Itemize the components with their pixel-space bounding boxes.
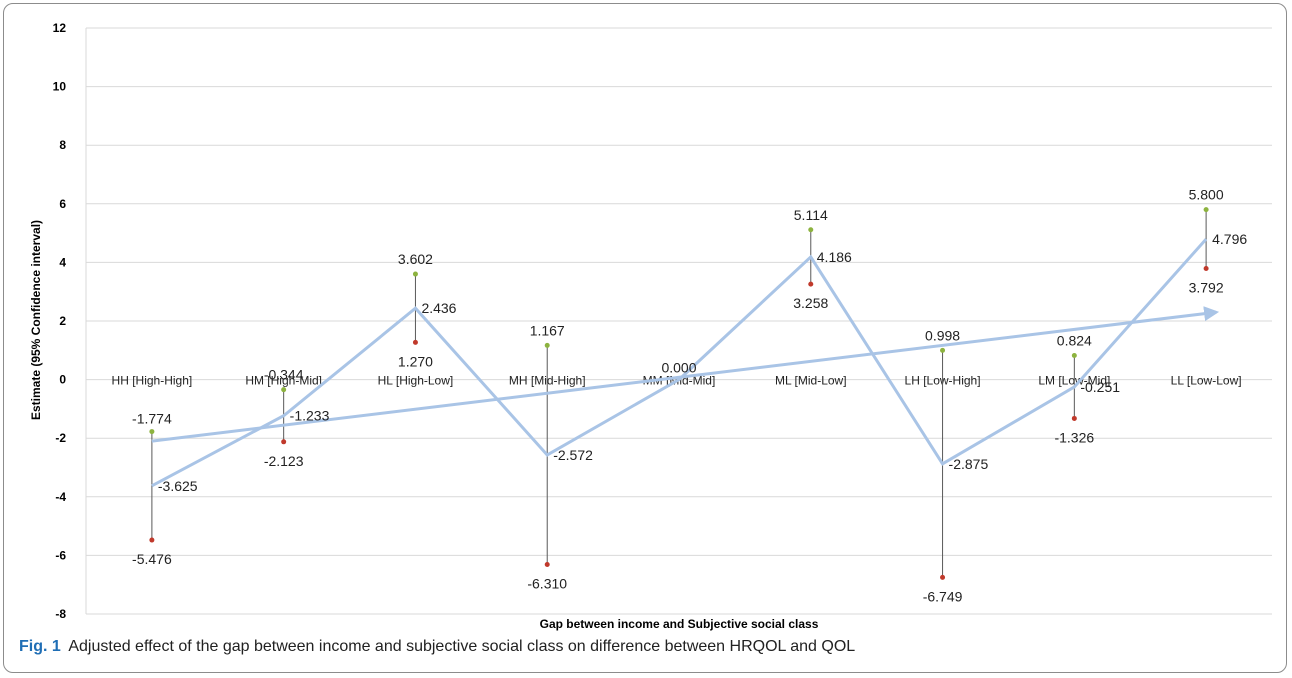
y-axis-label: Estimate (95% Confidence interval): [29, 220, 43, 420]
lower-ci-label: -1.326: [1054, 429, 1094, 445]
upper-ci-label: -0.344: [264, 367, 304, 383]
upper-ci-marker: [808, 227, 814, 233]
data-labels: -1.774 -5.476 -3.625 -0.344 -2.123 -1.233 3.60…: [132, 187, 1247, 605]
figure-frame: [3, 3, 1287, 673]
estimate-label: -1.233: [290, 408, 330, 424]
lower-ci-marker: [412, 339, 418, 345]
y-tick-label: 8: [59, 138, 66, 152]
y-tick-labels: 12 10 8 6 4 2 0 -2 -4 -6 -8: [53, 21, 67, 621]
lower-ci-label: -2.123: [264, 453, 304, 469]
upper-ci-marker: [412, 271, 418, 277]
estimate-lines: [151, 238, 1220, 488]
category-label: ML [Mid-Low]: [775, 374, 847, 388]
trend-arrow: [151, 306, 1220, 443]
upper-ci-marker: [544, 342, 550, 348]
category-label: LL [Low-Low]: [1171, 374, 1242, 388]
lower-ci-marker: [940, 574, 946, 580]
upper-ci-marker: [940, 347, 946, 353]
upper-ci-label: 5.800: [1189, 187, 1224, 203]
chart: 12 10 8 6 4 2 0 -2 -4 -6 -8 HH [High-High] HM [High…: [29, 21, 1272, 631]
estimate-label: 4.796: [1212, 231, 1247, 247]
estimate-label: -3.625: [158, 478, 198, 494]
lower-ci-label: 1.270: [398, 353, 433, 369]
estimate-label: 0.000: [661, 360, 696, 376]
upper-ci-marker: [281, 387, 287, 393]
gridlines: [85, 27, 1272, 615]
upper-ci-label: 0.824: [1057, 332, 1092, 348]
y-tick-label: 2: [59, 314, 66, 328]
y-tick-label: -4: [55, 490, 66, 504]
lower-ci-label: 3.792: [1189, 279, 1224, 295]
lower-ci-marker: [808, 281, 814, 287]
estimate-label: 4.186: [817, 249, 852, 265]
estimate-line: [151, 238, 1208, 488]
estimate-label: 2.436: [421, 300, 456, 316]
lower-ci-marker: [1071, 415, 1077, 421]
ci-markers: [149, 207, 1209, 580]
category-labels: HH [High-High] HM [High-Mid] HL [High-Low]…: [112, 374, 1242, 388]
upper-ci-label: 5.114: [794, 207, 828, 223]
upper-ci-marker: [1203, 207, 1209, 213]
y-tick-label: 10: [53, 80, 67, 94]
y-tick-label: 4: [59, 255, 66, 269]
upper-ci-marker: [1071, 352, 1077, 358]
y-tick-label: 12: [53, 21, 67, 35]
figure-caption: Fig. 1 Adjusted effect of the gap betwee…: [19, 638, 1279, 656]
category-label: HM [High-Mid]: [245, 374, 322, 388]
lower-ci-marker: [281, 439, 287, 445]
lower-ci-label: 3.258: [793, 295, 828, 311]
figure-label: Fig. 1: [19, 638, 61, 655]
y-tick-label: 0: [59, 373, 66, 387]
y-tick-label: -2: [55, 431, 66, 445]
lower-ci-marker: [149, 537, 155, 543]
x-axis-label: Gap between income and Subjective social…: [540, 617, 819, 631]
y-tick-label: -6: [55, 548, 66, 562]
y-tick-label: 6: [59, 197, 66, 211]
category-label: HH [High-High]: [112, 374, 193, 388]
upper-ci-label: 1.167: [530, 322, 565, 338]
caption-text: Adjusted effect of the gap between incom…: [68, 638, 856, 655]
upper-ci-label: 0.998: [925, 327, 960, 343]
lower-ci-label: -6.749: [923, 588, 963, 604]
lower-ci-label: -5.476: [132, 551, 172, 567]
upper-ci-label: 3.602: [398, 251, 433, 267]
estimate-label: -2.572: [553, 447, 593, 463]
lower-ci-label: -6.310: [527, 575, 567, 591]
estimate-label: -2.875: [949, 456, 989, 472]
upper-ci-marker: [149, 429, 155, 435]
lower-ci-marker: [544, 561, 550, 567]
y-tick-label: -8: [55, 607, 66, 621]
category-label: HL [High-Low]: [378, 374, 454, 388]
estimate-label: -0.251: [1080, 379, 1120, 395]
lower-ci-marker: [1203, 265, 1209, 271]
upper-ci-label: -1.774: [132, 411, 172, 427]
